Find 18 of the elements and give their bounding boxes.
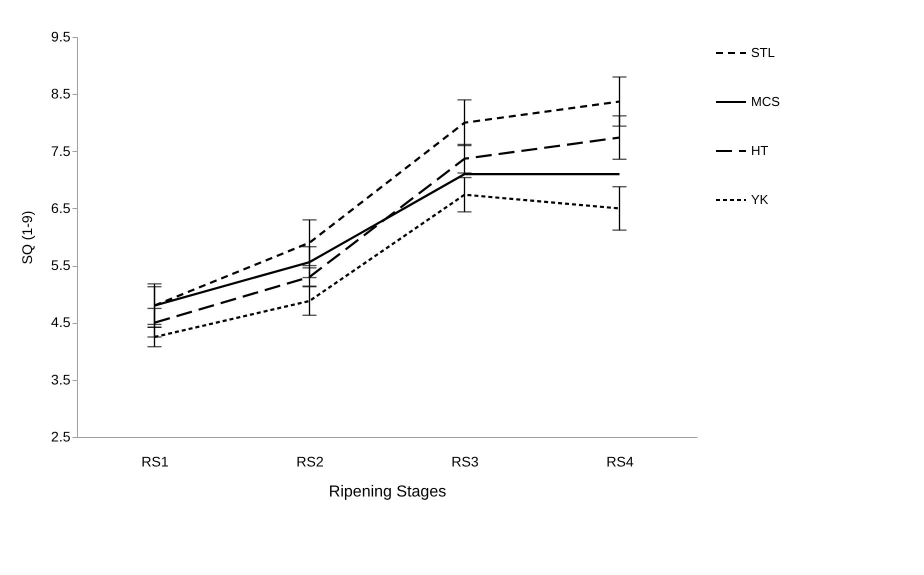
legend-label: HT: [751, 143, 768, 158]
y-tick-label: 5.5: [51, 257, 71, 274]
x-axis-title: Ripening Stages: [328, 484, 446, 500]
legend-label: YK: [751, 192, 769, 207]
x-tick-label: RS2: [296, 454, 324, 470]
legend-label: STL: [751, 45, 775, 60]
y-tick-label: 7.5: [51, 142, 71, 159]
y-tick-label: 3.5: [51, 371, 71, 388]
y-axis-title: SQ (1-9): [19, 210, 36, 264]
y-tick-label: 4.5: [51, 314, 71, 330]
y-tick-label: 8.5: [51, 86, 71, 102]
x-tick-label: RS1: [141, 454, 169, 470]
y-tick-label: 9.5: [51, 28, 71, 44]
y-tick-label: 6.5: [51, 200, 71, 216]
legend-label: MCS: [751, 94, 780, 109]
y-tick-label: 2.5: [51, 428, 71, 444]
x-tick-label: RS3: [451, 454, 479, 470]
x-tick-label: RS4: [606, 454, 634, 470]
